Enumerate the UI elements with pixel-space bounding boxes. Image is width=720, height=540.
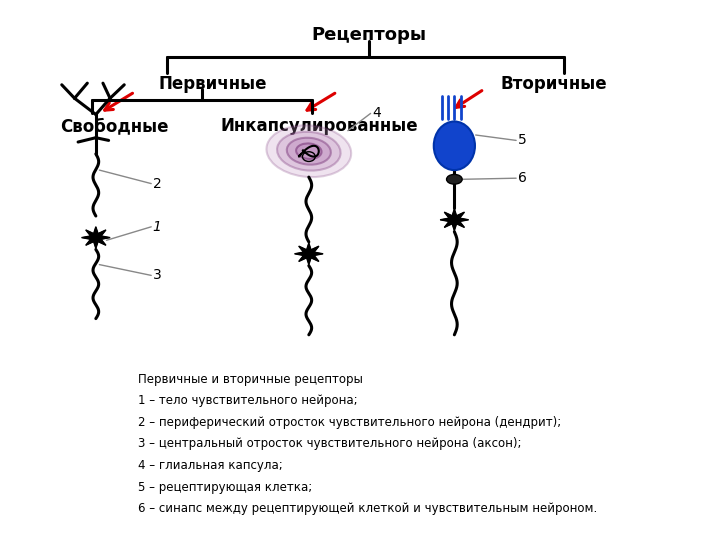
- Text: 3 – центральный отросток чувствительного нейрона (аксон);: 3 – центральный отросток чувствительного…: [138, 437, 522, 450]
- Text: Вторичные: Вторичные: [500, 75, 607, 93]
- Ellipse shape: [433, 122, 475, 170]
- Text: 6: 6: [518, 171, 527, 185]
- Text: 2 – периферический отросток чувствительного нейрона (дендрит);: 2 – периферический отросток чувствительн…: [138, 416, 562, 429]
- Text: 1 – тело чувствительного нейрона;: 1 – тело чувствительного нейрона;: [138, 394, 358, 407]
- Text: 4: 4: [373, 106, 382, 120]
- Ellipse shape: [287, 138, 331, 165]
- Text: 5: 5: [518, 133, 527, 147]
- Ellipse shape: [277, 132, 341, 171]
- Ellipse shape: [266, 125, 351, 177]
- Text: Свободные: Свободные: [60, 117, 169, 135]
- Text: Первичные: Первичные: [158, 75, 267, 93]
- Text: Рецепторы: Рецепторы: [312, 26, 427, 44]
- Text: Инкапсулированные: Инкапсулированные: [220, 117, 418, 135]
- Ellipse shape: [296, 144, 322, 159]
- Text: 3: 3: [153, 268, 161, 282]
- Ellipse shape: [446, 174, 462, 184]
- Text: 4 – глиальная капсула;: 4 – глиальная капсула;: [138, 459, 283, 472]
- Text: 1: 1: [153, 220, 161, 234]
- Text: 2: 2: [153, 177, 161, 191]
- Polygon shape: [294, 243, 323, 265]
- Text: Первичные и вторичные рецепторы: Первичные и вторичные рецепторы: [138, 373, 364, 386]
- Text: 6 – синапс между рецептирующей клеткой и чувствительным нейроном.: 6 – синапс между рецептирующей клеткой и…: [138, 502, 598, 515]
- Polygon shape: [81, 227, 110, 248]
- Text: 5 – рецептирующая клетка;: 5 – рецептирующая клетка;: [138, 481, 312, 494]
- Polygon shape: [440, 209, 469, 231]
